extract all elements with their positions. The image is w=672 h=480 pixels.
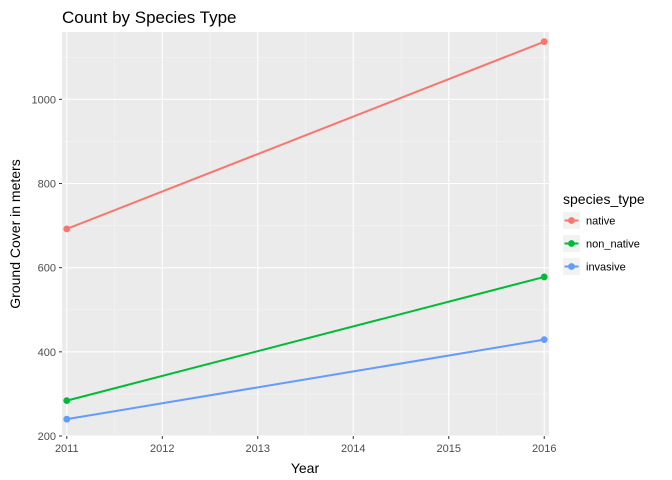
data-point-non_native <box>540 273 548 281</box>
x-axis: 2011 2012 2013 2014 2015 2016 <box>55 436 556 455</box>
data-point-invasive <box>540 336 548 344</box>
chart-title: Count by Species Type <box>62 8 237 27</box>
x-tick-label: 2012 <box>150 443 174 455</box>
major-gridlines <box>62 32 549 437</box>
y-tick-label: 400 <box>38 347 56 359</box>
y-tick-label: 800 <box>38 179 56 191</box>
data-point-invasive <box>63 415 71 423</box>
y-axis: 200 400 600 800 1000 <box>32 94 62 443</box>
series-layer <box>63 38 548 423</box>
series-line-native <box>66 40 545 230</box>
y-tick-label: 1000 <box>32 94 56 106</box>
legend-label-invasive: invasive <box>586 262 626 274</box>
legend-key-point <box>568 263 575 270</box>
data-point-native <box>63 225 71 233</box>
series-line-non_native <box>66 275 545 402</box>
legend-key-point <box>568 240 575 247</box>
y-tick-label: 600 <box>38 263 56 275</box>
x-tick-label: 2015 <box>436 443 460 455</box>
y-tick-label: 200 <box>38 431 56 443</box>
data-point-native <box>540 38 548 46</box>
legend-label-native: native <box>586 216 615 228</box>
legend: species_type native non_native invasive <box>563 191 645 275</box>
legend-key-point <box>568 217 575 224</box>
x-tick-label: 2011 <box>55 443 79 455</box>
series-line-invasive <box>66 338 545 421</box>
x-tick-label: 2013 <box>246 443 270 455</box>
x-tick-label: 2014 <box>341 443 365 455</box>
x-axis-title: Year <box>291 460 320 476</box>
legend-title: species_type <box>563 191 645 207</box>
data-point-non_native <box>63 397 71 405</box>
legend-label-non_native: non_native <box>586 239 640 251</box>
y-axis-title: Ground Cover in meters <box>7 159 23 308</box>
x-tick-label: 2016 <box>532 443 556 455</box>
